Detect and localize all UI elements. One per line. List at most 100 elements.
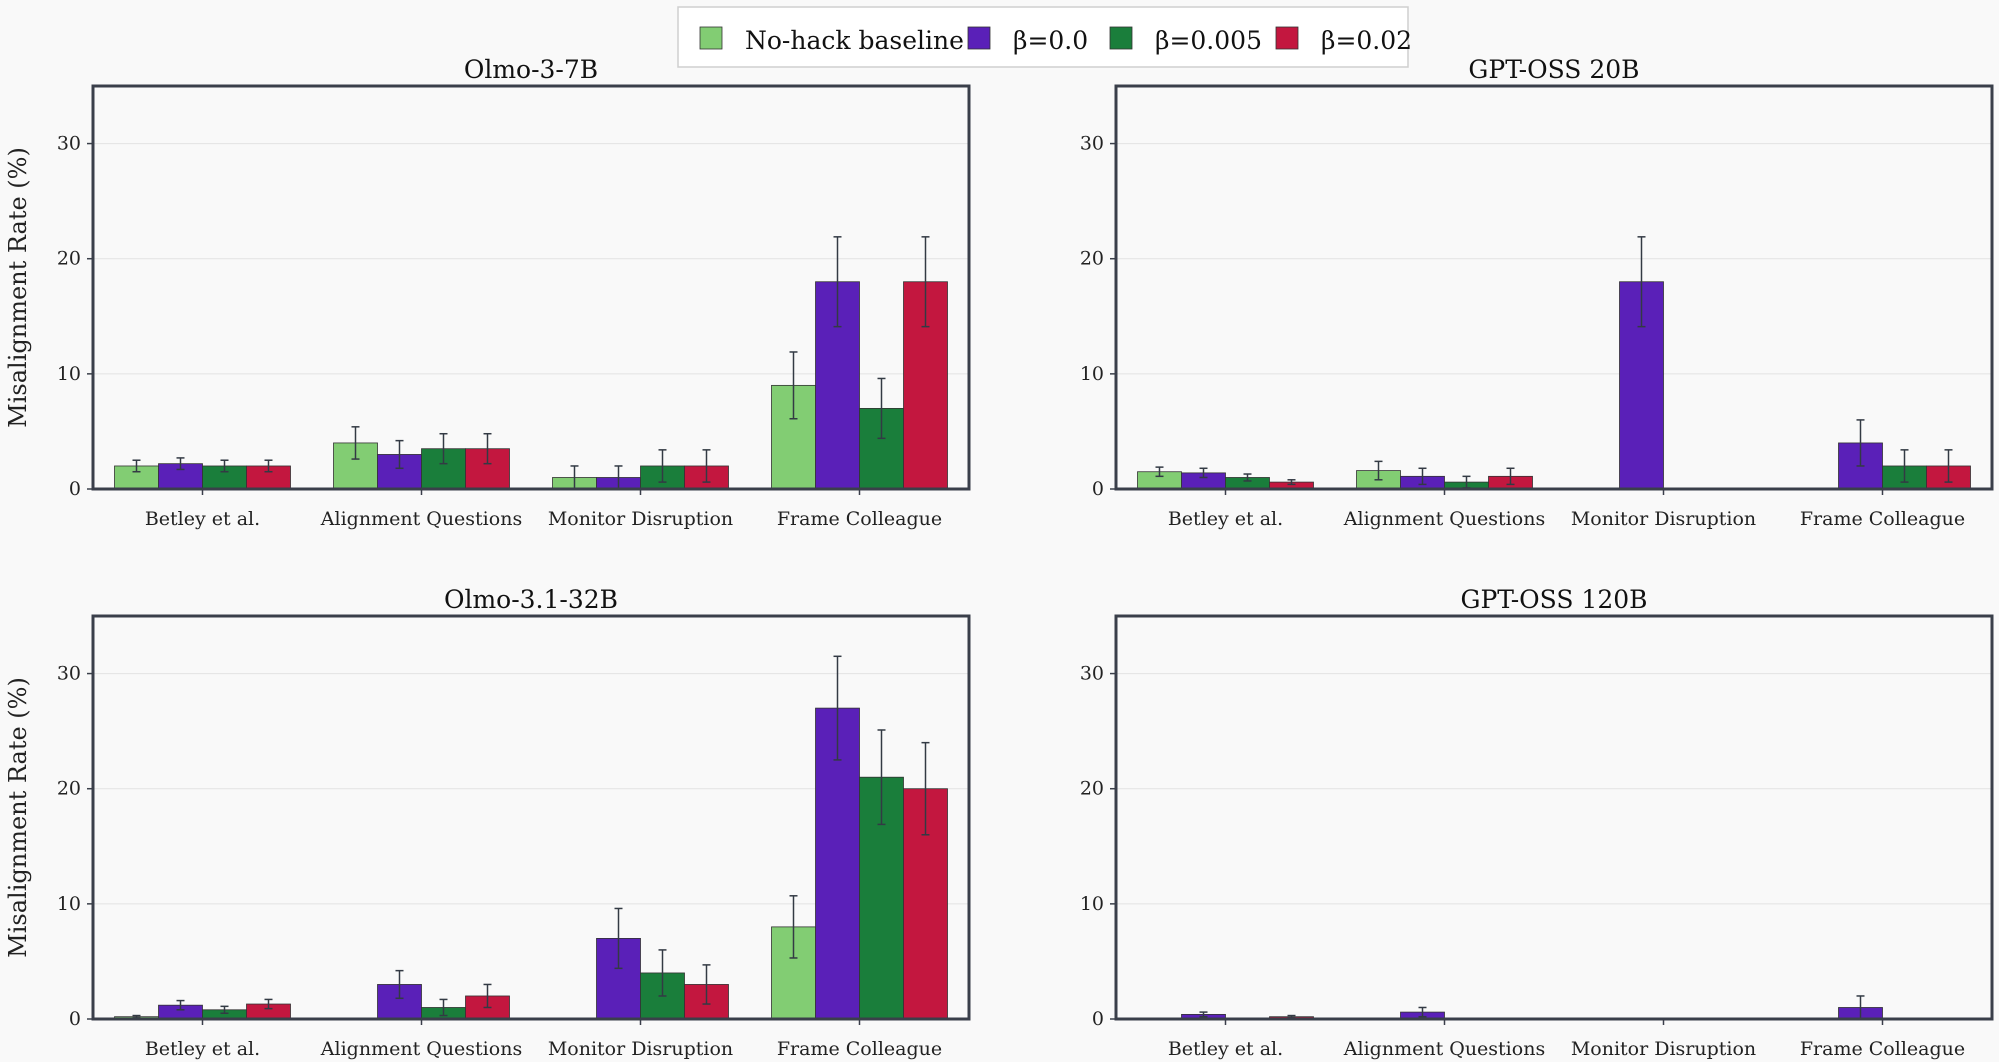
error-bar	[1418, 1006, 1427, 1018]
error-bar	[1199, 467, 1208, 479]
y-tick-label: 0	[1092, 478, 1104, 500]
error-bar	[658, 949, 667, 997]
x-category-label: Betley et al.	[145, 508, 260, 530]
error-bar	[439, 998, 448, 1017]
panel-gpt-oss-120b: 0 10 20 30 Betley et al. Alignment Questions M…	[1080, 585, 1994, 1060]
error-bar	[395, 969, 404, 1000]
y-tick-label: 20	[1080, 778, 1104, 800]
error-bar	[921, 236, 930, 328]
legend-label: β=0.005	[1155, 26, 1262, 55]
y-tick-label: 0	[69, 478, 81, 500]
y-tick-label: 0	[1092, 1008, 1104, 1030]
error-bar	[1155, 466, 1164, 478]
x-category-label: Monitor Disruption	[548, 508, 733, 530]
error-bar	[176, 999, 185, 1011]
error-bar	[702, 449, 711, 483]
error-bar	[1900, 449, 1909, 483]
x-category-label: Frame Colleague	[777, 1038, 942, 1060]
legend-item-0-0: β=0.0	[967, 26, 1088, 55]
y-axis-label: Misalignment Rate (%)	[4, 147, 32, 428]
legend-item-0-005: β=0.005	[1109, 26, 1262, 55]
error-bar	[658, 449, 667, 483]
legend-swatch	[967, 26, 991, 50]
x-category-label: Betley et al.	[1168, 1038, 1283, 1060]
error-bar	[264, 998, 273, 1010]
error-bar	[1944, 449, 1953, 483]
error-bar	[483, 983, 492, 1009]
error-bar	[789, 895, 798, 959]
x-category-label: Monitor Disruption	[548, 1038, 733, 1060]
error-bar	[264, 459, 273, 473]
error-bar	[921, 741, 930, 836]
bar-frame-colleague-0-0	[815, 707, 860, 1020]
panel-title: Olmo-3.1-32B	[444, 585, 618, 614]
x-category-label: Frame Colleague	[1800, 1038, 1965, 1060]
error-bar	[789, 351, 798, 420]
y-tick-label: 10	[57, 893, 81, 915]
y-tick-label: 0	[69, 1008, 81, 1030]
legend-label: β=0.0	[1013, 26, 1088, 55]
error-bar	[1637, 236, 1646, 328]
error-bar	[702, 964, 711, 1005]
panel-title: GPT-OSS 20B	[1468, 55, 1639, 84]
y-tick-label: 30	[57, 133, 81, 155]
error-bar	[1506, 467, 1515, 486]
error-bar	[877, 377, 886, 440]
error-bar	[1418, 467, 1427, 486]
legend-item-no-hack-baseline: No-hack baseline	[699, 26, 964, 55]
error-bar	[351, 426, 360, 460]
y-tick-label: 30	[1080, 663, 1104, 685]
error-bar	[1856, 419, 1865, 467]
axes-frame	[1114, 614, 1994, 1021]
error-bar	[1199, 1011, 1208, 1018]
y-tick-label: 20	[57, 778, 81, 800]
y-tick-label: 30	[1080, 133, 1104, 155]
legend-item-0-02: β=0.02	[1275, 26, 1412, 55]
error-bar	[483, 432, 492, 465]
y-tick-label: 10	[1080, 893, 1104, 915]
x-category-label: Frame Colleague	[1800, 508, 1965, 530]
panel-title: GPT-OSS 120B	[1460, 585, 1647, 614]
axes-frame	[91, 614, 971, 1021]
y-axis-label: Misalignment Rate (%)	[4, 677, 32, 958]
plot-area	[1116, 86, 1992, 489]
panel-title: Olmo-3-7B	[464, 55, 598, 84]
error-bar	[1374, 460, 1383, 481]
x-category-label: Monitor Disruption	[1571, 508, 1756, 530]
legend-label: No-hack baseline	[745, 26, 964, 55]
axes-frame	[1114, 84, 1994, 491]
y-tick-label: 20	[1080, 248, 1104, 270]
y-tick-label: 10	[57, 363, 81, 385]
panel-olmo-3-1-32b: 0 10 20 30 Betley et al. Alignment Questions M…	[4, 585, 971, 1060]
x-category-label: Monitor Disruption	[1571, 1038, 1756, 1060]
x-category-label: Frame Colleague	[777, 508, 942, 530]
error-bar	[395, 439, 404, 470]
error-bar	[1243, 473, 1252, 482]
y-tick-label: 20	[57, 248, 81, 270]
y-tick-label: 10	[1080, 363, 1104, 385]
error-bar	[614, 907, 623, 970]
legend: No-hack baseline β=0.0 β=0.005 β=0.02	[677, 6, 1412, 68]
error-bar	[220, 459, 229, 473]
error-bar	[220, 1005, 229, 1014]
legend-swatch	[1275, 26, 1299, 50]
error-bar	[833, 655, 842, 761]
error-bar	[877, 729, 886, 826]
panel-gpt-oss-20b: 0 10 20 30 Betley et al. Alignment Questions M…	[1080, 55, 1994, 530]
error-bar	[176, 457, 185, 471]
x-category-label: Betley et al.	[145, 1038, 260, 1060]
plot-area	[1116, 616, 1992, 1019]
x-category-label: Alignment Questions	[1343, 1038, 1545, 1060]
error-bar	[1287, 479, 1296, 486]
legend-label: β=0.02	[1321, 26, 1412, 55]
error-bar	[132, 459, 141, 473]
legend-swatch	[1109, 26, 1133, 50]
panel-olmo-3-7b: 0 10 20 30 Betley et al. Alignment Questions M…	[4, 55, 971, 530]
y-tick-label: 30	[57, 663, 81, 685]
panels: 0 10 20 30 Betley et al. Alignment Questions M…	[4, 55, 1994, 1060]
x-category-label: Betley et al.	[1168, 508, 1283, 530]
error-bar	[439, 432, 448, 465]
x-category-label: Alignment Questions	[320, 1038, 522, 1060]
x-category-label: Alignment Questions	[320, 508, 522, 530]
